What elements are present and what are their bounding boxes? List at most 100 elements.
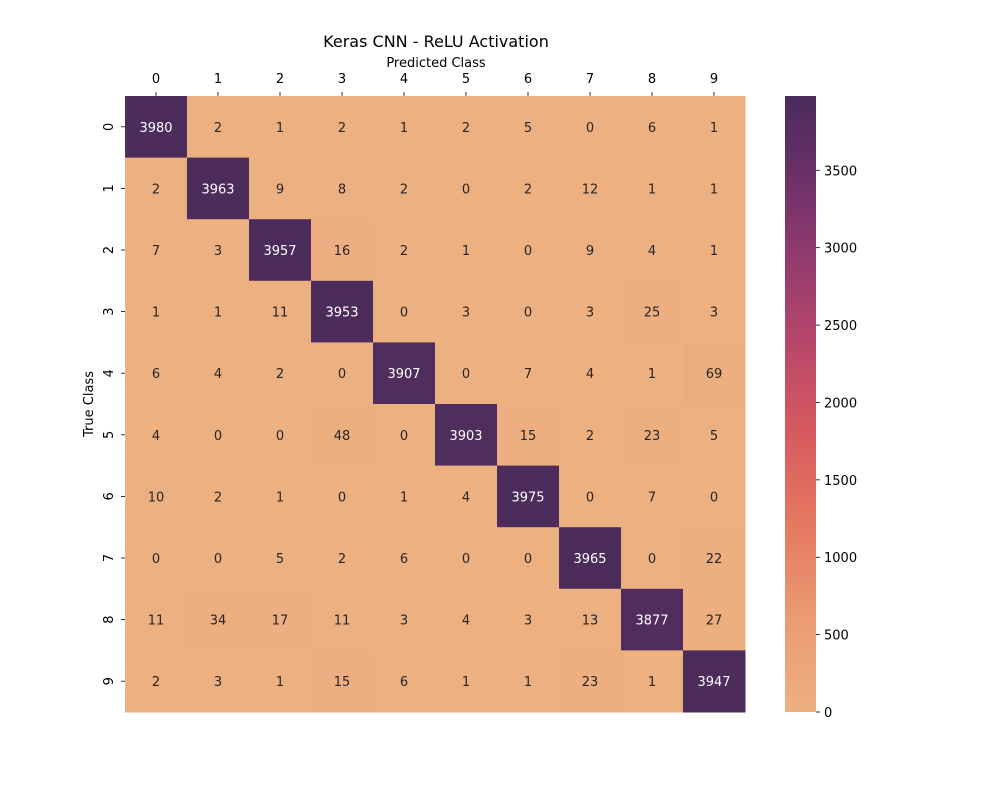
cell-value-label: 4	[648, 244, 656, 259]
heatmap-cell	[125, 96, 188, 159]
cell-value-label: 1	[462, 244, 470, 259]
heatmap-cell	[249, 404, 312, 467]
heatmap-cell	[311, 527, 374, 590]
cell-value-label: 2	[462, 121, 470, 136]
colorbar-tick-label: 500	[824, 629, 849, 644]
cell-value-label: 7	[524, 367, 532, 382]
cell-value-label: 1	[462, 675, 470, 690]
heatmap-cell	[559, 219, 622, 282]
colorbar-tick-label: 2000	[824, 396, 857, 411]
heatmap-cell	[249, 342, 312, 405]
cell-value-label: 1	[400, 121, 408, 136]
cell-value-label: 2	[276, 367, 284, 382]
heatmap-cell	[497, 650, 560, 713]
heatmap-cell	[435, 280, 498, 343]
heatmap-cell	[249, 96, 312, 159]
heatmap-cell	[187, 650, 250, 713]
x-tick-label: 6	[524, 72, 532, 87]
heatmap-cell	[683, 527, 746, 590]
heatmap-cell	[683, 219, 746, 282]
y-axis-label: True Class	[82, 371, 97, 438]
cell-value-label: 3	[214, 675, 222, 690]
heatmap-cell	[683, 342, 746, 405]
cell-value-label: 9	[586, 244, 594, 259]
cell-value-label: 1	[276, 121, 284, 136]
cell-value-label: 48	[334, 429, 351, 444]
heatmap-cell	[621, 588, 684, 651]
heatmap-cell	[559, 465, 622, 528]
heatmap-cell	[435, 650, 498, 713]
cell-value-label: 3953	[325, 306, 358, 321]
heatmap-cell	[249, 527, 312, 590]
y-tick-label: 9	[102, 677, 117, 685]
y-tick-label: 8	[102, 615, 117, 623]
colorbar-tick-label: 1000	[824, 551, 857, 566]
cell-value-label: 2	[214, 490, 222, 505]
cell-value-label: 4	[462, 490, 470, 505]
heatmap-cell	[683, 96, 746, 159]
heatmap-cell	[125, 157, 188, 220]
colorbar-ticks: 0 500 1000 1500 2000 2500 3000 3500	[816, 164, 857, 721]
heatmap-cell	[497, 157, 560, 220]
cell-value-label: 1	[152, 306, 160, 321]
cell-value-label: 0	[586, 490, 594, 505]
heatmap-cell	[187, 280, 250, 343]
cell-value-label: 0	[524, 306, 532, 321]
cell-value-label: 10	[148, 490, 165, 505]
cell-value-label: 0	[462, 552, 470, 567]
cell-value-label: 3903	[449, 429, 482, 444]
cell-value-label: 1	[710, 121, 718, 136]
cell-value-label: 69	[706, 367, 723, 382]
heatmap-cell	[497, 404, 560, 467]
cell-value-label: 13	[582, 614, 599, 629]
heatmap-cell	[683, 404, 746, 467]
heatmap-cell	[621, 219, 684, 282]
heatmap-cell	[187, 96, 250, 159]
heatmap-cell	[187, 588, 250, 651]
x-axis-label: Predicted Class	[386, 56, 486, 71]
cell-value-label: 1	[648, 182, 656, 197]
heatmap-cell	[621, 650, 684, 713]
heatmap-cell	[559, 404, 622, 467]
cell-value-label: 1	[276, 490, 284, 505]
heatmap-cell	[497, 96, 560, 159]
heatmap-cell	[497, 588, 560, 651]
heatmap-cell	[621, 280, 684, 343]
heatmap-cell	[311, 404, 374, 467]
cell-value-label: 1	[648, 367, 656, 382]
heatmap-cell	[559, 280, 622, 343]
heatmap-cell	[683, 280, 746, 343]
y-tick-label: 4	[102, 369, 117, 377]
x-tick-label: 2	[276, 72, 284, 87]
x-tick-label: 7	[586, 72, 594, 87]
heatmap-cell	[559, 650, 622, 713]
cell-value-label: 0	[710, 490, 718, 505]
heatmap-cell	[125, 588, 188, 651]
cell-value-label: 3907	[387, 367, 420, 382]
heatmap-cell	[559, 96, 622, 159]
heatmap-cell	[187, 219, 250, 282]
cell-value-label: 3963	[201, 182, 234, 197]
heatmap-cell	[125, 219, 188, 282]
heatmap-cell	[187, 527, 250, 590]
cell-value-label: 5	[276, 552, 284, 567]
heatmap-cell	[373, 96, 436, 159]
cell-value-label: 8	[338, 182, 346, 197]
cell-value-label: 0	[400, 429, 408, 444]
cell-value-label: 2	[152, 675, 160, 690]
heatmap-cell	[621, 96, 684, 159]
cell-value-label: 0	[152, 552, 160, 567]
heatmap-cell	[559, 588, 622, 651]
heatmap-cell	[497, 465, 560, 528]
heatmap-cell	[187, 342, 250, 405]
cell-value-label: 3947	[697, 675, 730, 690]
cell-value-label: 3975	[511, 490, 544, 505]
cell-value-label: 2	[586, 429, 594, 444]
cell-value-label: 2	[524, 182, 532, 197]
cell-value-label: 0	[338, 490, 346, 505]
cell-value-label: 3877	[635, 614, 668, 629]
cell-value-label: 3	[524, 614, 532, 629]
cell-value-label: 23	[582, 675, 599, 690]
heatmap-cell	[559, 342, 622, 405]
cell-value-label: 0	[524, 552, 532, 567]
